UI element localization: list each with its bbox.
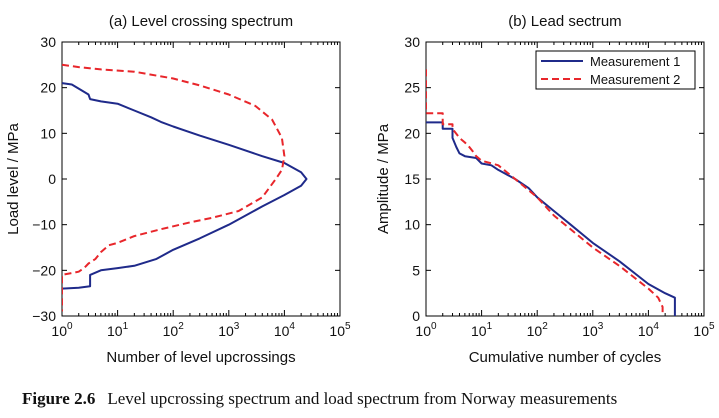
chart-b-xtick-label: 104 — [638, 321, 660, 339]
chart-b-xtick-label: 105 — [693, 321, 715, 339]
chart-a-xtick-label: 101 — [107, 321, 129, 339]
chart-b-xtick-label: 102 — [527, 321, 549, 339]
chart-a-ytick-label: 0 — [48, 171, 56, 187]
chart-a-series-2-line — [62, 63, 286, 312]
chart-a-title: (a) Level crossing spectrum — [109, 13, 293, 30]
chart-a-x-ticks: 100 101 102 103 104 105 — [51, 42, 351, 339]
chart-b-legend: Measurement 1 Measurement 2 — [535, 50, 696, 90]
chart-b-ytick-label: 5 — [412, 262, 420, 278]
chart-a-xtick-label: 105 — [329, 321, 351, 339]
chart-a-xtick-label: 103 — [218, 321, 240, 339]
chart-a-ytick-label: 20 — [40, 80, 56, 96]
chart-a-ytick-label: 10 — [40, 125, 56, 141]
chart-a-plot-area — [61, 41, 341, 317]
chart-b-xtick-label: 101 — [471, 321, 493, 339]
chart-a-ylabel: Load level / MPa — [5, 122, 22, 234]
caption-text: Level upcrossing spectrum and load spect… — [107, 389, 618, 408]
chart-b-ytick-label: 0 — [412, 308, 420, 324]
chart-b-series-1-line — [426, 121, 676, 316]
chart-b-xtick-label: 103 — [582, 321, 604, 339]
chart-a-y-ticks: −30 −20 −10 0 10 20 30 — [32, 34, 340, 324]
legend-label-measurement-1: Measurement 1 — [590, 54, 680, 69]
chart-a-series-1-line — [62, 82, 308, 290]
chart-b-xtick-label: 100 — [415, 321, 437, 339]
figure-caption: Figure 2.6 Level upcrossing spectrum and … — [22, 389, 617, 409]
chart-b-ytick-label: 30 — [404, 34, 420, 50]
chart-b-xlabel: Cumulative number of cycles — [469, 349, 662, 366]
chart-b-ytick-label: 10 — [404, 217, 420, 233]
chart-b-ytick-label: 15 — [404, 171, 420, 187]
chart-a-ytick-label: −20 — [32, 262, 56, 278]
chart-b-ytick-label: 20 — [404, 125, 420, 141]
chart-a-ytick-label: −10 — [32, 217, 56, 233]
chart-a-xlabel: Number of level upcrossings — [106, 349, 295, 366]
chart-a-ytick-label: 30 — [40, 34, 56, 50]
chart-b-ytick-label: 25 — [404, 80, 420, 96]
caption-label: Figure 2.6 — [22, 389, 96, 408]
chart-b-ylabel: Amplitude / MPa — [375, 123, 392, 234]
chart-a-ytick-label: −30 — [32, 308, 56, 324]
chart-b-x-ticks: 100 101 102 103 104 105 — [415, 42, 715, 339]
chart-b-y-ticks: 0 5 10 15 20 25 30 — [404, 34, 704, 324]
chart-a-xtick-label: 102 — [163, 321, 185, 339]
chart-b-series-2-line — [426, 69, 664, 316]
chart-a: (a) Level crossing spectrum −30−20−10010… — [5, 13, 351, 366]
chart-a-xtick-label: 104 — [274, 321, 296, 339]
legend-label-measurement-2: Measurement 2 — [590, 72, 680, 87]
chart-b-title: (b) Lead sectrum — [508, 13, 621, 30]
chart-a-series — [62, 63, 308, 312]
chart-a-xtick-label: 100 — [51, 321, 73, 339]
legend-box — [535, 50, 696, 90]
chart-b-series — [426, 69, 676, 316]
